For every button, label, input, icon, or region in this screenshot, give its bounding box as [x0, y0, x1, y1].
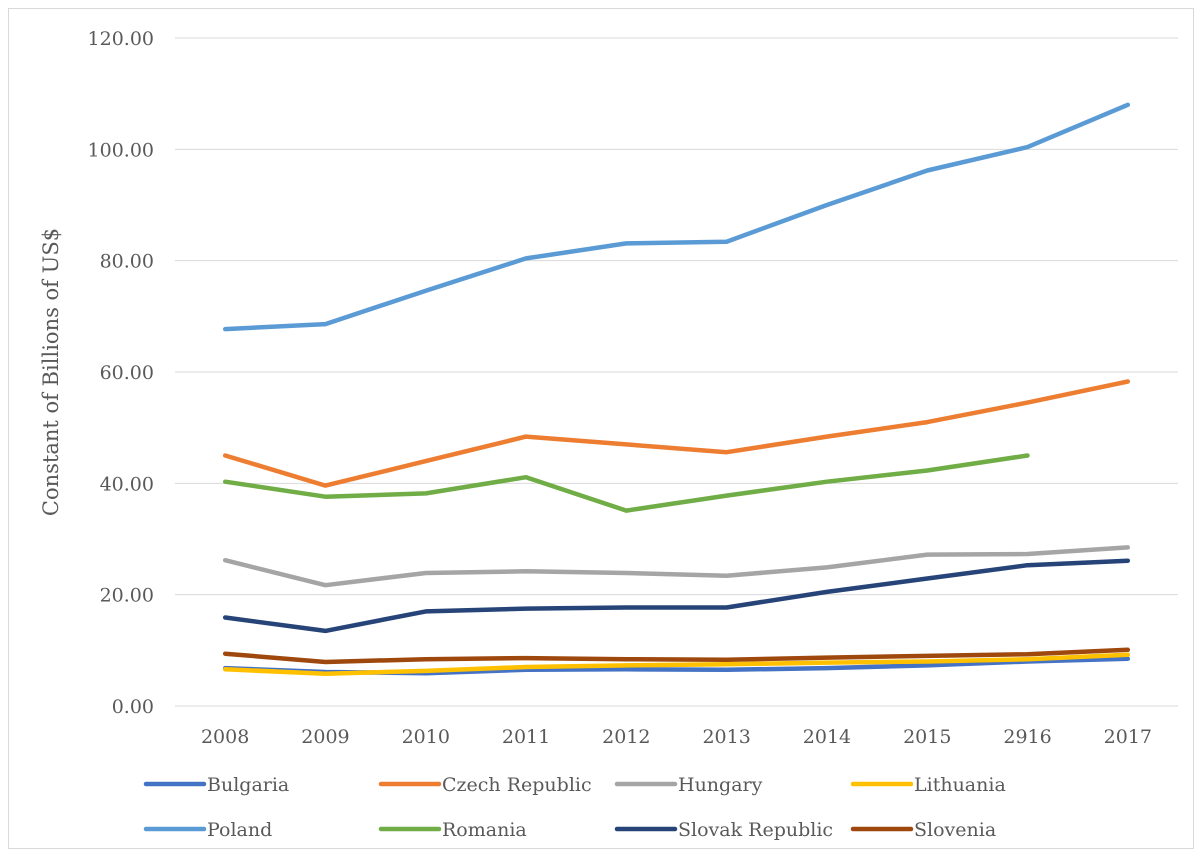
- legend-label-lithuania: Lithuania: [914, 774, 1006, 796]
- y-tick-label: 20.00: [100, 585, 154, 607]
- x-tick-label: 2015: [903, 726, 951, 748]
- y-tick-label: 60.00: [100, 362, 154, 384]
- x-tick-label: 2009: [301, 726, 349, 748]
- legend-label-romania: Romania: [442, 819, 527, 841]
- y-axis-label: Constant of Billions of US$: [39, 228, 63, 516]
- x-tick-label: 2011: [502, 726, 550, 748]
- legend-label-poland: Poland: [207, 819, 272, 841]
- x-tick-label: 2013: [702, 726, 750, 748]
- y-axis-ticks: 0.00 20.00 40.00 60.00 80.00 100.00 120.00: [88, 28, 154, 718]
- series-line-slovak-republic: [222, 558, 1131, 634]
- y-tick-label: 40.00: [100, 473, 154, 495]
- legend-label-hungary: Hungary: [678, 774, 763, 796]
- y-tick-label: 100.00: [88, 139, 154, 161]
- x-axis-ticks: 2008 2009 2010 2011 2012 2013 2014 2015 2916 2017: [201, 726, 1152, 748]
- x-tick-label: 2916: [1003, 726, 1051, 748]
- legend-label-slovak-republic: Slovak Republic: [678, 819, 833, 841]
- x-tick-label: 2014: [803, 726, 851, 748]
- x-tick-label: 2008: [201, 726, 249, 748]
- x-tick-label: 2012: [602, 726, 650, 748]
- series-line-czech-republic: [222, 379, 1131, 488]
- series-line-lithuania: [222, 652, 1131, 676]
- legend-label-bulgaria: Bulgaria: [207, 774, 289, 796]
- legend-label-czech-republic: Czech Republic: [442, 774, 592, 796]
- chart-frame: [8, 8, 1194, 849]
- y-tick-label: 120.00: [88, 28, 154, 50]
- series-line-slovenia: [222, 647, 1131, 665]
- series-line-hungary: [222, 545, 1131, 588]
- series-line-poland: [222, 102, 1131, 332]
- legend-label-slovenia: Slovenia: [914, 819, 996, 841]
- x-tick-label: 2010: [402, 726, 450, 748]
- y-tick-label: 80.00: [100, 251, 154, 273]
- series-lines: [222, 102, 1131, 676]
- legend: Bulgaria Czech Republic Hungary Lithuania Po…: [143, 774, 1006, 841]
- series-line-romania: [222, 453, 1030, 513]
- x-tick-label: 2017: [1104, 726, 1152, 748]
- y-tick-label: 0.00: [112, 696, 154, 718]
